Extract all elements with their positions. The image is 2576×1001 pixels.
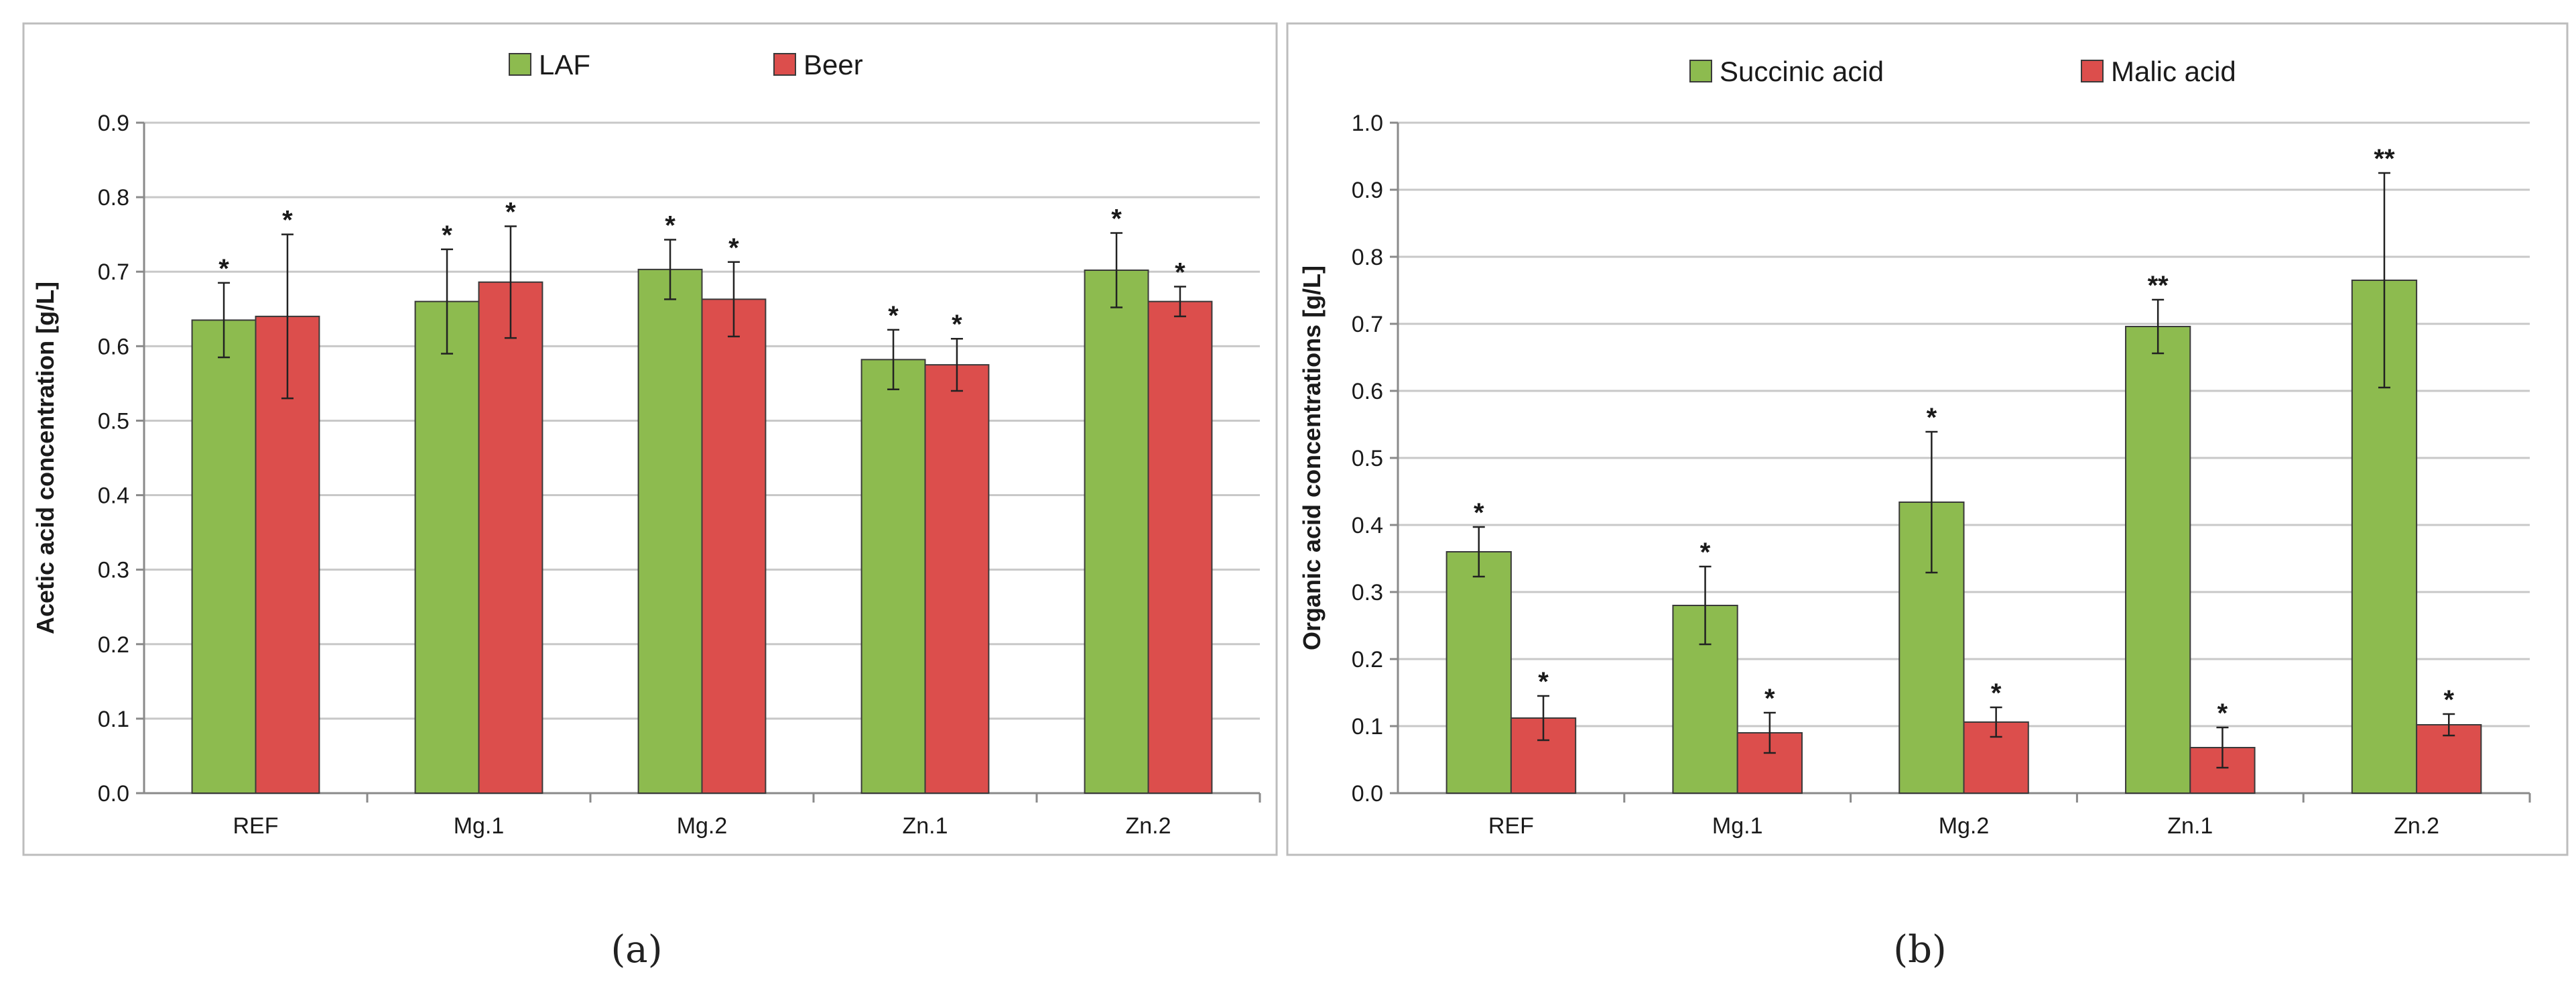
x-tick-label: Zn.1 (902, 813, 948, 839)
legend-label: LAF (539, 49, 590, 80)
significance-mark: * (888, 301, 899, 331)
y-tick-label: 0.8 (1352, 245, 1383, 270)
bar (1445, 551, 1512, 794)
significance-mark: * (1474, 498, 1484, 528)
y-tick-label: 0.1 (98, 707, 129, 732)
legend-label: Succinic acid (1720, 56, 1884, 87)
legend-swatch (2081, 60, 2104, 82)
bar (414, 300, 480, 794)
x-tick-label: Zn.2 (2394, 813, 2439, 839)
y-tick-label: 0.6 (1352, 379, 1383, 404)
significance-mark: * (1764, 684, 1775, 713)
significance-mark: * (218, 254, 229, 284)
y-tick-label: 0.9 (98, 111, 129, 136)
y-tick-label: 0.2 (98, 632, 129, 658)
bar (701, 298, 767, 794)
significance-mark: * (1927, 403, 1937, 432)
x-tick-label: Mg.1 (1712, 813, 1763, 839)
y-tick-label: 0.9 (1352, 178, 1383, 203)
significance-mark: * (1175, 257, 1185, 287)
y-axis-title: Organic acid concentrations [g/L] (1298, 266, 1326, 650)
x-tick-label: Mg.2 (1939, 813, 1990, 839)
y-tick-label: 0.5 (98, 408, 129, 434)
significance-mark: * (728, 233, 739, 263)
legend-label: Malic acid (2111, 56, 2236, 87)
legend-swatch (1689, 60, 1712, 82)
y-tick-label: 0.0 (98, 781, 129, 807)
bar (1084, 270, 1149, 794)
legend-swatch (509, 53, 531, 76)
y-tick-label: 0.6 (98, 334, 129, 359)
y-tick-label: 0.3 (1352, 580, 1383, 605)
significance-mark: * (952, 310, 962, 339)
x-tick-label: REF (1488, 813, 1534, 839)
significance-mark: * (1111, 204, 1122, 233)
bar (478, 281, 543, 794)
y-tick-label: 0.8 (98, 185, 129, 211)
significance-mark: * (1991, 679, 2002, 708)
caption-a: (a) (610, 928, 662, 971)
caption-b: (b) (1893, 928, 1947, 971)
legend-label: Beer (803, 49, 863, 80)
significance-mark: ** (2374, 144, 2395, 174)
y-tick-label: 1.0 (1352, 111, 1383, 136)
bar (924, 364, 990, 794)
significance-mark: ** (2148, 271, 2169, 300)
y-tick-label: 0.0 (1352, 781, 1383, 807)
bar (637, 268, 703, 794)
significance-mark: * (282, 206, 293, 235)
significance-mark: * (665, 211, 675, 240)
x-tick-label: Zn.1 (2167, 813, 2213, 839)
bar (860, 359, 926, 794)
bar (1147, 300, 1213, 794)
significance-mark: * (442, 221, 452, 250)
significance-mark: * (1538, 667, 1549, 697)
x-tick-label: Zn.2 (1125, 813, 1171, 839)
x-tick-label: Mg.1 (454, 813, 505, 839)
y-tick-label: 0.7 (98, 259, 129, 285)
y-tick-label: 0.2 (1352, 647, 1383, 672)
x-tick-label: REF (233, 813, 279, 839)
bar (2125, 326, 2191, 794)
y-tick-label: 0.1 (1352, 714, 1383, 740)
significance-mark: * (2443, 685, 2454, 715)
y-tick-label: 0.3 (98, 558, 129, 583)
significance-mark: * (2217, 699, 2228, 728)
significance-mark: * (1700, 538, 1711, 567)
significance-mark: * (505, 197, 516, 227)
bar (191, 319, 257, 794)
legend-swatch (773, 53, 796, 76)
y-axis-title: Acetic acid concentration [g/L] (31, 282, 59, 634)
panel-b: 0.0 0.1 0.2 0.3 0.4 0.5 0.6 0.7 0.8 0.9 1.0 Organic… (1286, 22, 2569, 856)
x-tick-label: Mg.2 (677, 813, 728, 839)
y-tick-label: 0.7 (1352, 312, 1383, 337)
panel-a: 0.0 0.1 0.2 0.3 0.4 0.5 0.6 0.7 0.8 0.9 Acetic aci… (22, 22, 1278, 856)
y-tick-label: 0.4 (1352, 513, 1383, 538)
y-tick-label: 0.4 (98, 483, 129, 509)
y-tick-label: 0.5 (1352, 446, 1383, 471)
